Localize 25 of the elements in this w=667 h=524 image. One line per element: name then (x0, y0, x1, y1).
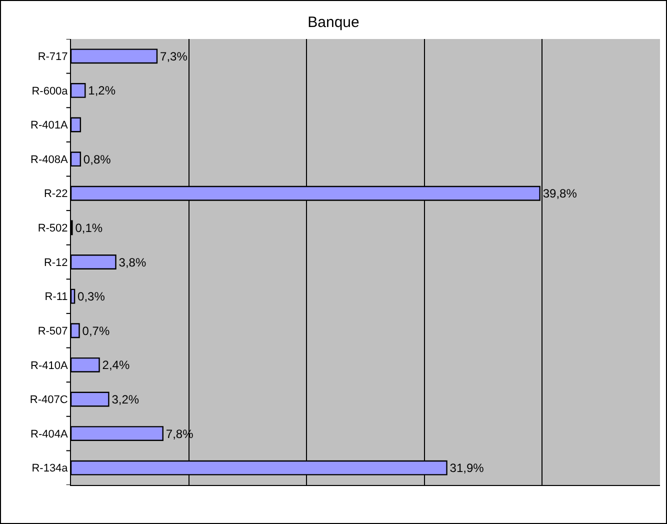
y-tick-label: R-717 (38, 51, 68, 63)
y-tick-label: R-12 (44, 256, 68, 269)
data-label: 0,3% (78, 290, 106, 304)
data-label: 2,4% (102, 358, 130, 372)
y-tick-label: R-410A (30, 360, 68, 372)
y-tick-label: R-407C (30, 394, 68, 406)
data-label: 0,1% (75, 220, 103, 235)
data-label: 39,8% (542, 186, 578, 201)
data-label: 31,9% (450, 461, 484, 476)
y-tick-label: R-134a (32, 462, 69, 475)
y-tick-label: R-507 (38, 325, 68, 338)
data-label: 0,8% (83, 152, 112, 166)
y-tick-label: R-502 (38, 222, 68, 235)
y-tick-label: R-404A (30, 428, 68, 440)
y-tick-label: R-11 (44, 291, 68, 304)
data-label: 1,2% (88, 84, 116, 98)
data-label: 3,2% (112, 392, 140, 407)
y-tick-label: R-408A (30, 154, 68, 166)
data-label: 0,7% (82, 324, 110, 338)
data-label: 7,3% (160, 49, 188, 64)
y-tick-label: R-401A (30, 120, 68, 132)
y-tick-label: R-22 (44, 188, 68, 200)
chart-title: Banque (308, 14, 360, 32)
y-tick-label: R-600a (32, 85, 69, 98)
data-label: 3,8% (118, 255, 146, 270)
